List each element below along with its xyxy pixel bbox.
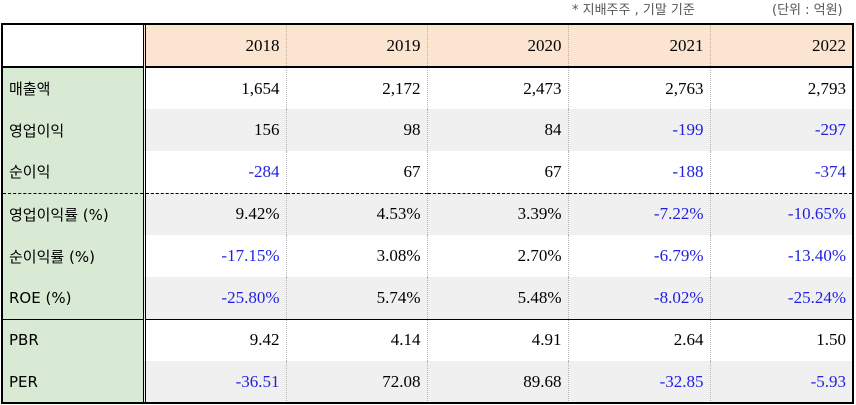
value-cell: -188	[567, 151, 710, 194]
row-operating-margin: 영업이익률 (%) 9.42% 4.53% 3.39% -7.22% -10.6…	[3, 193, 852, 235]
value-cell: 2,473	[426, 67, 568, 109]
row-label: PBR	[3, 319, 146, 361]
value-cell: -17.15%	[221, 246, 280, 265]
value-cell: 67	[285, 151, 427, 194]
value-cell: 72.08	[285, 361, 427, 402]
row-label: ROE (%)	[3, 277, 146, 320]
value-cell: -13.40%	[709, 235, 852, 277]
value-cell: -297	[709, 109, 852, 151]
row-pbr: PBR 9.42 4.14 4.91 2.64 1.50	[3, 319, 852, 361]
value-cell: 3.39%	[426, 193, 568, 235]
value-cell: 2.70%	[426, 235, 568, 277]
value-cell: 2,763	[567, 67, 710, 109]
year-header: 2018	[144, 25, 286, 68]
row-roe: ROE (%) -25.80% 5.74% 5.48% -8.02% -25.2…	[3, 277, 852, 320]
value-cell: 5.48%	[426, 277, 568, 320]
value-cell: 2,793	[709, 67, 852, 109]
value-cell: 67	[426, 151, 568, 194]
row-label: 매출액	[3, 67, 146, 109]
row-label: PER	[3, 361, 146, 402]
value-cell: 9.42%	[144, 193, 286, 235]
basis-note: * 지배주주 , 기말 기준	[572, 3, 695, 18]
value-cell: 156	[144, 109, 286, 151]
row-net-margin: 순이익률 (%) -17.15% 3.08% 2.70% -6.79% -13.…	[3, 235, 852, 277]
value-cell: -5.93	[709, 361, 852, 402]
value-cell: -25.80%	[144, 277, 286, 320]
year-header: 2022	[709, 25, 852, 68]
value-cell: 4.14	[285, 319, 427, 361]
value-cell: -25.24%	[709, 277, 852, 320]
value-cell: -6.79%	[567, 235, 710, 277]
corner-cell	[3, 25, 146, 68]
row-net-income: 순이익 -284 67 67 -188 -374	[3, 151, 852, 194]
value-cell: -374	[709, 151, 852, 194]
value-cell: -32.85	[567, 361, 710, 402]
row-label: 영업이익	[3, 109, 146, 151]
value-cell: 84	[426, 109, 568, 151]
row-operating-profit: 영업이익 156 98 84 -199 -297	[3, 109, 852, 151]
financial-table: 2018 2019 2020 2021 2022 매출액 1,654 2,172…	[1, 23, 854, 404]
value-cell: 9.42	[249, 330, 280, 350]
value-cell: 4.53%	[285, 193, 427, 235]
unit-note: (단위 : 억원)	[772, 3, 843, 18]
value-cell: -7.22%	[567, 193, 710, 235]
year-header: 2020	[426, 25, 568, 68]
value-cell: 98	[285, 109, 427, 151]
value-cell: 1,654	[241, 78, 280, 98]
value-cell: 2.64	[567, 319, 710, 361]
value-cell: 1.50	[709, 319, 852, 361]
row-label: 순이익	[3, 151, 146, 194]
year-header: 2019	[285, 25, 427, 68]
row-label: 순이익률 (%)	[3, 235, 146, 277]
value-cell: 5.74%	[285, 277, 427, 320]
year-header: 2021	[567, 25, 710, 68]
header-row: 2018 2019 2020 2021 2022	[3, 25, 852, 68]
value-cell: 89.68	[426, 361, 568, 402]
value-cell: -199	[567, 109, 710, 151]
value-cell: 3.08%	[285, 235, 427, 277]
row-per: PER -36.51 72.08 89.68 -32.85 -5.93	[3, 361, 852, 402]
row-label: 영업이익률 (%)	[3, 193, 146, 235]
value-cell: -10.65%	[709, 193, 852, 235]
row-revenue: 매출액 1,654 2,172 2,473 2,763 2,793	[3, 67, 852, 109]
value-cell: -8.02%	[567, 277, 710, 320]
value-cell: -36.51	[144, 361, 286, 402]
value-cell: -284	[144, 151, 286, 194]
value-cell: 2,172	[285, 67, 427, 109]
value-cell: 4.91	[426, 319, 568, 361]
